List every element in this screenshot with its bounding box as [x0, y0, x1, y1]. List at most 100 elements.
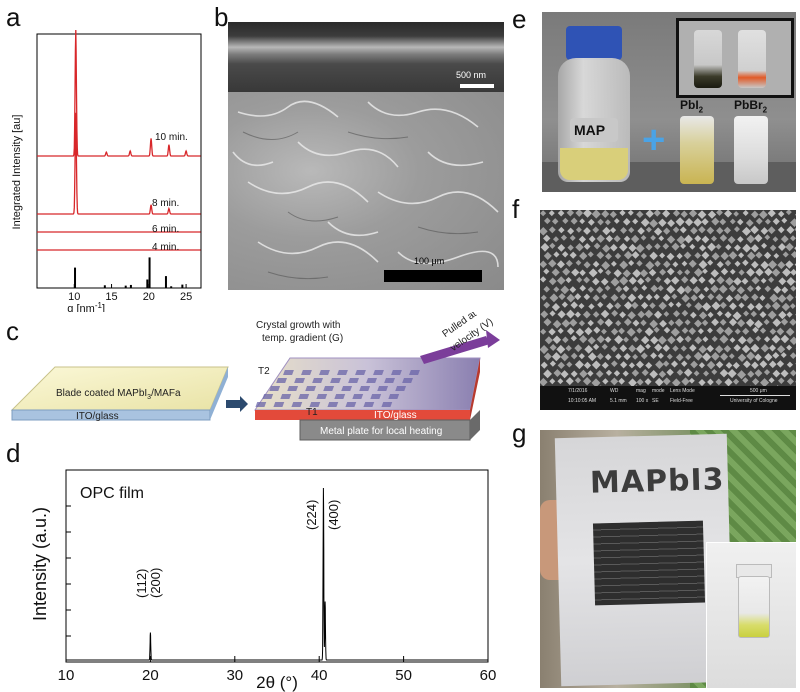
crystal-domain — [298, 394, 310, 399]
crystallite — [552, 236, 559, 243]
crystallite — [688, 259, 697, 268]
crystallite — [764, 267, 773, 277]
crystallite — [627, 210, 634, 216]
crystallite — [613, 370, 621, 377]
crystallite — [582, 377, 592, 386]
crystallite — [694, 302, 703, 311]
crystallite — [772, 236, 779, 243]
crystallite — [789, 336, 796, 346]
crystallite — [776, 360, 785, 368]
crystallite — [543, 369, 552, 379]
panel-label-b: b — [214, 2, 229, 32]
panel-g-photo: MAPbI3 — [540, 430, 796, 688]
crystallite — [566, 327, 575, 335]
crystallite — [786, 361, 794, 368]
crystallite — [663, 311, 670, 317]
sem-scale-label: 500 μm — [750, 388, 767, 394]
crystallite — [728, 284, 737, 293]
crystallite — [565, 377, 574, 386]
crystallite — [655, 276, 662, 283]
crystallite — [561, 301, 568, 308]
crystallite — [734, 328, 741, 335]
crystallite — [769, 293, 779, 303]
crystallite — [727, 368, 737, 379]
crystallite — [562, 251, 569, 258]
crystallite — [570, 301, 578, 309]
crystallite — [668, 319, 675, 327]
crystallite — [760, 277, 767, 284]
crystallite — [701, 235, 710, 244]
sem-lensmode-value: Field-Free — [670, 398, 693, 404]
crystal-domain — [409, 370, 420, 375]
ito-layer-right — [255, 410, 470, 420]
crystallite — [719, 334, 729, 344]
crystal-domain — [305, 386, 317, 391]
crystallite — [653, 326, 660, 333]
crystallite — [596, 251, 605, 260]
crystallite — [790, 369, 796, 377]
crystallite — [759, 294, 766, 301]
crystallite — [764, 302, 772, 310]
crystallite — [540, 260, 548, 269]
crystallite — [694, 336, 703, 345]
panel-label-a: a — [6, 2, 21, 32]
crystallite — [698, 260, 708, 270]
trace-label-8min: 8 min. — [152, 198, 179, 209]
panel-label-c: c — [6, 316, 19, 346]
crystal-domain — [337, 370, 348, 375]
crystallite — [684, 234, 693, 244]
crystallite — [701, 319, 709, 327]
crystallite — [736, 370, 747, 380]
crystallite — [681, 276, 689, 284]
crystal-domain — [355, 370, 366, 375]
crystallite — [604, 219, 611, 226]
inset-vial-orange — [738, 30, 766, 88]
crystallite — [645, 243, 653, 251]
scale-label-100um: 100 μm — [414, 256, 445, 266]
crystal-domain — [276, 378, 287, 383]
crystallite — [592, 260, 600, 268]
crystallite — [778, 377, 785, 385]
crystallite — [697, 328, 704, 335]
crystallite — [574, 377, 582, 384]
crystallite — [716, 210, 723, 216]
crystallite — [659, 252, 666, 259]
crystallite — [737, 218, 744, 226]
crystallite — [689, 276, 698, 285]
crystallite — [732, 311, 742, 321]
crystallite — [632, 336, 639, 343]
crystal-domain — [370, 394, 382, 399]
crystallite — [653, 227, 663, 236]
crystallite — [663, 277, 672, 285]
crystallite — [751, 276, 760, 285]
crystallite — [750, 210, 759, 219]
crystallite — [689, 344, 697, 352]
crystallite — [760, 343, 770, 353]
crystallite — [632, 286, 639, 293]
crystallite — [615, 285, 623, 293]
crystal-domain — [402, 378, 413, 383]
crystallite — [716, 310, 723, 317]
map-label: MAP — [574, 122, 606, 138]
crystallite — [553, 251, 560, 258]
crystallite — [702, 268, 708, 275]
crystallite — [672, 310, 681, 318]
crystallite — [618, 327, 625, 335]
crystallite — [587, 352, 597, 362]
crystallite — [689, 243, 696, 250]
crystallite — [654, 243, 661, 250]
crystallite — [565, 276, 572, 284]
crystal-domain — [255, 402, 267, 407]
crystallite — [743, 360, 751, 369]
crystallite — [551, 352, 561, 362]
crystallite — [786, 311, 793, 318]
crystallite — [582, 310, 591, 319]
crystallite — [777, 294, 787, 304]
crystallite — [571, 268, 580, 277]
crystallite — [610, 293, 619, 302]
crystallite — [737, 335, 747, 345]
crystallite — [657, 335, 667, 345]
crystallite — [543, 301, 551, 309]
panel-label-g: g — [512, 418, 527, 448]
crystallite — [549, 242, 556, 249]
